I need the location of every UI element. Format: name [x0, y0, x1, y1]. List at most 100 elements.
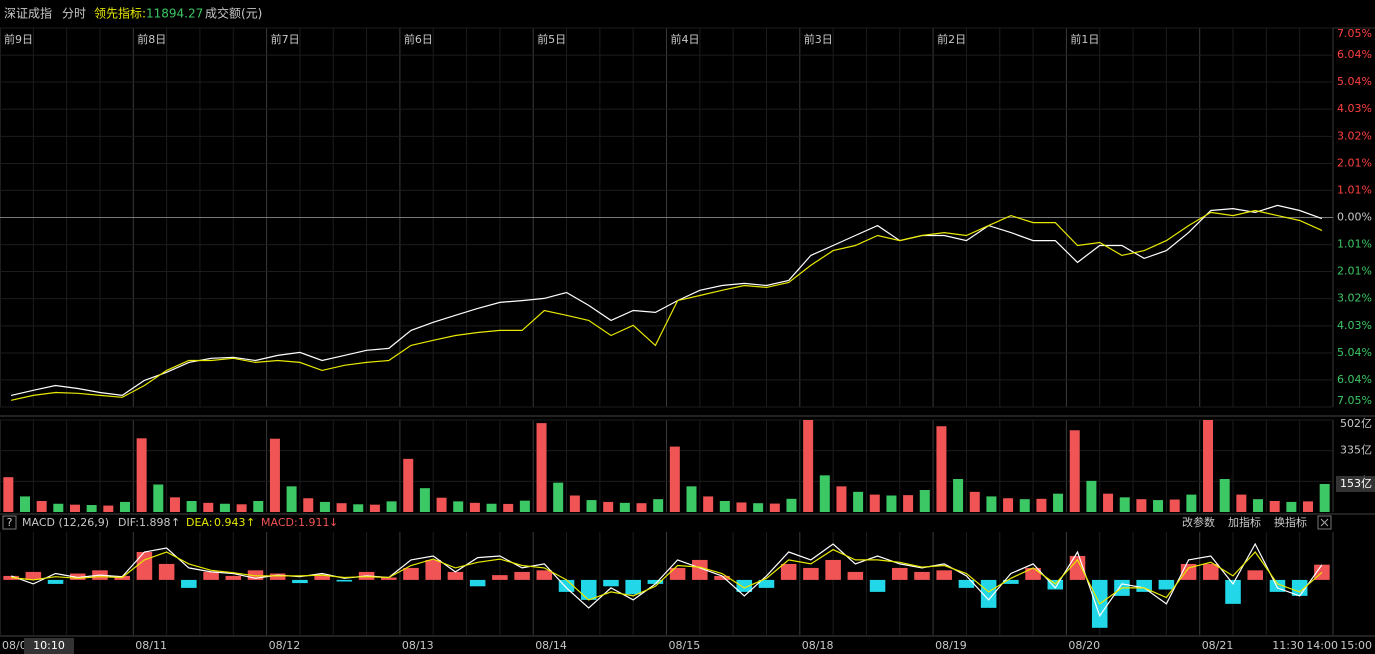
volume-bar: [469, 502, 480, 512]
macd-bar: [403, 567, 419, 580]
macd-bar: [803, 567, 819, 580]
macd-title: MACD (12,26,9): [22, 516, 109, 529]
volume-bar: [569, 495, 580, 512]
volume-bar: [136, 438, 147, 512]
day-label: 前1日: [1070, 32, 1099, 46]
volume-bar: [886, 495, 897, 512]
volume-bar: [519, 500, 530, 512]
volume-bar: [686, 486, 697, 512]
macd-bar: [314, 575, 330, 580]
macd-bar: [958, 579, 975, 588]
y-tick-label: 2.01%: [1337, 156, 1372, 169]
volume-bar: [1236, 494, 1247, 512]
volume-bar: [153, 484, 164, 512]
price-line: [10, 204, 1323, 397]
volume-bar: [536, 423, 547, 512]
volume-bar: [603, 501, 614, 512]
day-label: 前4日: [671, 32, 700, 46]
volume-bar: [1253, 499, 1264, 512]
macd-bar: [181, 579, 197, 588]
macd-bar: [1158, 579, 1175, 590]
macd-bar: [1047, 579, 1064, 590]
dif-value: 1.898: [139, 516, 171, 529]
macd-bar: [847, 571, 864, 580]
day-label: 前9日: [4, 32, 33, 46]
dea-label: DEA:: [186, 516, 212, 529]
volume-bar: [419, 488, 430, 512]
macd-bar: [625, 579, 641, 595]
volume-bar: [203, 502, 214, 512]
volume-bar: [803, 420, 814, 512]
volume-label: 成交额(元): [205, 6, 262, 21]
x-tick-label: 11:30: [1272, 639, 1304, 652]
volume-bar: [1086, 480, 1097, 512]
volume-bar: [669, 446, 680, 512]
dif-label: DIF:: [118, 516, 139, 529]
macd-line: [11, 548, 1323, 605]
volume-bar: [453, 501, 464, 512]
volume-bar: [69, 504, 80, 512]
dea-arrow: ↑: [246, 516, 255, 529]
crosshair-box: [24, 638, 74, 654]
volume-bar: [986, 496, 997, 512]
close-button[interactable]: [1317, 515, 1332, 530]
volume-bar: [653, 499, 664, 512]
volume-bar: [53, 503, 64, 512]
toolbar-button[interactable]: 改参数: [1182, 515, 1215, 529]
macd-bar: [825, 559, 841, 580]
volume-bar: [3, 477, 14, 512]
macd-bar: [1291, 579, 1308, 596]
volume-bar: [1269, 501, 1280, 512]
macd-bar: [891, 567, 908, 580]
toolbar-button[interactable]: 换指标: [1274, 515, 1307, 529]
macd-bar: [469, 579, 486, 587]
macd-bar: [69, 573, 86, 580]
current-value-label: 153亿: [1340, 477, 1372, 490]
day-label: 前2日: [937, 32, 966, 46]
x-tick-label: 08/12: [269, 639, 301, 652]
volume-bar: [1169, 499, 1180, 512]
x-tick-label: 08/15: [669, 639, 701, 652]
volume-bar: [836, 486, 847, 512]
y-tick-label: 5.04%: [1337, 75, 1372, 88]
macd-bar: [425, 559, 442, 580]
volume-bar: [503, 503, 514, 512]
toolbar-button[interactable]: 加指标: [1228, 515, 1261, 529]
macd-label: MACD:: [261, 516, 298, 529]
index-name: 深证成指: [4, 6, 52, 21]
volume-bar: [1186, 494, 1197, 512]
volume-bar: [619, 502, 630, 512]
volume-bar: [1003, 498, 1014, 512]
macd-bar: [980, 579, 997, 608]
volume-bar: [1203, 420, 1214, 512]
macd-bar: [247, 570, 264, 580]
macd-bar: [914, 571, 930, 580]
x-tick-label: 08/11: [135, 639, 167, 652]
volume-bar: [303, 498, 314, 512]
volume-bar: [636, 503, 647, 512]
volume-bar: [219, 503, 230, 512]
volume-bar: [1219, 479, 1230, 512]
volume-bar: [753, 503, 764, 512]
volume-bar: [553, 482, 564, 512]
volume-bar: [1119, 497, 1130, 512]
macd-value: 1.911: [298, 516, 330, 529]
volume-bar: [819, 475, 830, 512]
y-tick-label: 3.02%: [1337, 292, 1372, 305]
help[interactable]: ?: [7, 516, 13, 529]
macd-bar: [669, 567, 686, 580]
close-icon: [1320, 518, 1329, 527]
volume-bar: [19, 496, 30, 512]
help-box[interactable]: [2, 515, 17, 530]
macd-bar: [514, 571, 530, 580]
dea-value: 0.943: [214, 516, 246, 529]
macd-bar: [292, 579, 308, 584]
volume-bar: [103, 505, 114, 512]
volume-bar: [1069, 430, 1080, 512]
macd-bar: [447, 571, 464, 580]
x-tick-label: 15:00: [1340, 639, 1372, 652]
dif-arrow: ↑: [171, 516, 180, 529]
macd-bar: [603, 579, 619, 587]
volume-bar: [369, 504, 380, 512]
